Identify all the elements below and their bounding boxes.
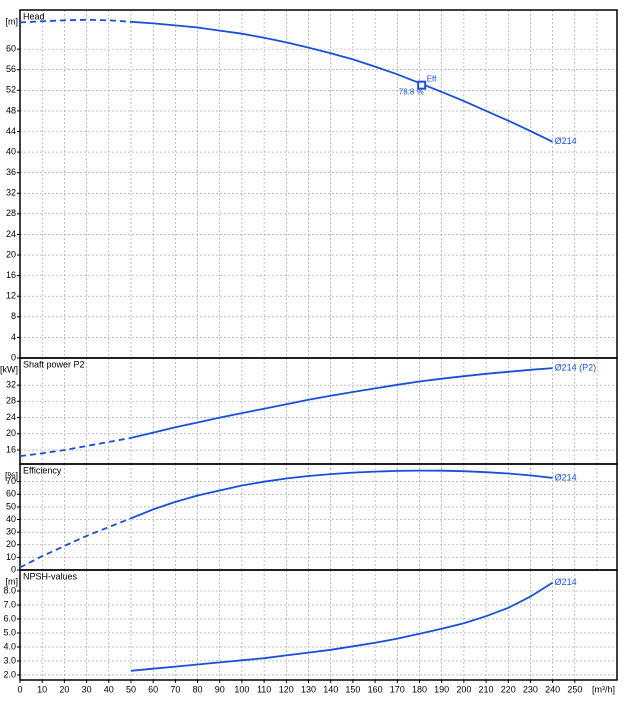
y-tick-label: 2.0	[3, 669, 16, 679]
x-tick-label: 40	[104, 684, 114, 694]
curve	[130, 367, 553, 439]
y-tick-label: 4.0	[3, 641, 16, 651]
x-tick-label: 190	[434, 684, 449, 694]
y-tick-label: 16	[6, 270, 16, 280]
x-tick-label: 210	[479, 684, 494, 694]
y-tick-label: 8.0	[3, 585, 16, 595]
y-tick-label: 28	[6, 396, 16, 406]
y-tick-label: 44	[6, 126, 16, 136]
y-tick-label: 4	[11, 332, 16, 342]
x-tick-label: 170	[390, 684, 405, 694]
x-tick-label: 110	[257, 684, 271, 694]
y-tick-label: 16	[6, 444, 16, 454]
panel-title: NPSH-values	[23, 571, 78, 581]
panel-frame	[19, 357, 618, 465]
x-tick-label: 220	[501, 684, 516, 694]
x-tick-label: 200	[456, 684, 471, 694]
x-tick-label: 20	[59, 684, 69, 694]
y-tick-label: 40	[6, 514, 16, 524]
x-tick-label: 50	[126, 684, 136, 694]
x-tick-label: 130	[301, 684, 316, 694]
y-tick-label: 20	[6, 428, 16, 438]
curve-label: Ø214	[555, 472, 577, 482]
y-tick-label: 12	[6, 291, 16, 301]
x-tick-label: 120	[279, 684, 294, 694]
x-tick-label: 230	[523, 684, 538, 694]
eff-label: Eff	[427, 74, 437, 83]
x-tick-label: 70	[170, 684, 180, 694]
x-tick-label: 250	[567, 684, 582, 694]
y-tick-label: 24	[6, 412, 16, 422]
x-tick-label: 180	[412, 684, 427, 694]
y-unit-label: [m]	[6, 16, 19, 26]
y-unit-label: [kW]	[0, 364, 18, 374]
curve	[19, 18, 132, 24]
eff-marker	[417, 80, 427, 90]
panel-frame	[19, 569, 618, 681]
y-tick-label: 70	[6, 476, 16, 486]
x-tick-label: 0	[17, 684, 22, 694]
y-tick-label: 60	[6, 489, 16, 499]
y-tick-label: 32	[6, 188, 16, 198]
y-tick-label: 5.0	[3, 627, 16, 637]
curve	[130, 469, 553, 520]
x-tick-label: 160	[368, 684, 383, 694]
x-tick-label: 80	[193, 684, 203, 694]
y-tick-label: 52	[6, 85, 16, 95]
x-tick-label: 150	[345, 684, 360, 694]
y-tick-label: 20	[6, 539, 16, 549]
y-unit-label: [%]	[5, 470, 18, 480]
x-axis-label: [m³/h]	[592, 684, 615, 694]
y-tick-label: 24	[6, 229, 16, 239]
x-tick-label: 100	[234, 684, 249, 694]
y-tick-label: 60	[6, 43, 16, 53]
x-tick-label: 10	[37, 684, 47, 694]
x-tick-label: 30	[82, 684, 92, 694]
curve	[19, 517, 132, 569]
x-tick-label: 90	[215, 684, 225, 694]
y-tick-label: 48	[6, 105, 16, 115]
panel-title: Efficiency	[23, 465, 62, 475]
y-unit-label: [m]	[6, 576, 19, 586]
curve-label: Ø214	[555, 577, 577, 587]
x-tick-label: 60	[148, 684, 158, 694]
curve-label: Ø214	[555, 136, 577, 146]
panel-title: Shaft power P2	[23, 359, 85, 369]
y-tick-label: 30	[6, 527, 16, 537]
curve	[130, 20, 553, 143]
y-tick-label: 32	[6, 380, 16, 390]
y-tick-label: 7.0	[3, 599, 16, 609]
y-tick-label: 28	[6, 208, 16, 218]
y-tick-label: 40	[6, 146, 16, 156]
y-tick-label: 0	[11, 352, 16, 362]
curve-label: Ø214 (P2)	[555, 363, 597, 373]
curve	[130, 581, 554, 672]
y-tick-label: 10	[6, 552, 16, 562]
x-tick-label: 240	[545, 684, 560, 694]
y-tick-label: 20	[6, 249, 16, 259]
y-tick-label: 8	[11, 311, 16, 321]
y-tick-label: 36	[6, 167, 16, 177]
y-tick-label: 50	[6, 501, 16, 511]
y-tick-label: 0	[11, 564, 16, 574]
eff-value: 78.8 %	[399, 87, 424, 96]
panel-frame	[19, 463, 618, 571]
panel-frame	[19, 9, 618, 359]
y-tick-label: 3.0	[3, 655, 16, 665]
y-tick-label: 6.0	[3, 613, 16, 623]
panel-title: Head	[23, 11, 45, 21]
x-tick-label: 140	[323, 684, 338, 694]
y-tick-label: 56	[6, 64, 16, 74]
curve	[19, 437, 132, 457]
